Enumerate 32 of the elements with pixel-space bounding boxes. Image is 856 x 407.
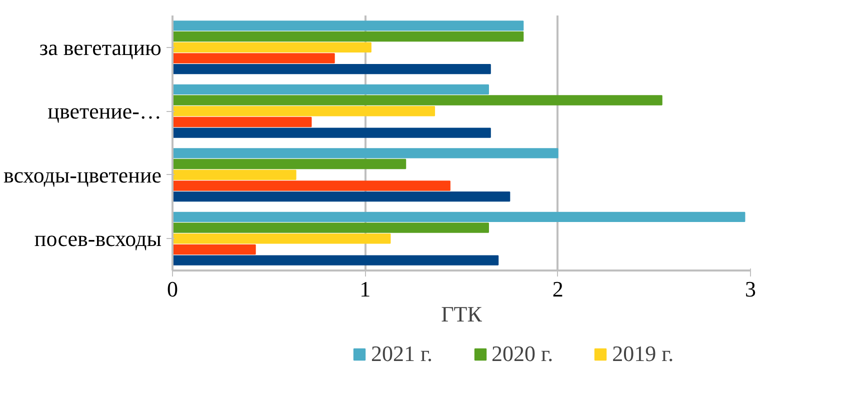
bar bbox=[172, 42, 372, 52]
y-tick-label: цветение-… bbox=[48, 98, 162, 124]
bar bbox=[172, 222, 489, 233]
legend-label: 2019 г. bbox=[612, 341, 674, 367]
bar bbox=[172, 234, 391, 244]
bar bbox=[172, 20, 524, 31]
bar bbox=[172, 128, 491, 138]
bar bbox=[172, 64, 491, 74]
legend-label: 2020 г. bbox=[492, 341, 554, 367]
bar bbox=[172, 255, 499, 266]
bar bbox=[172, 158, 406, 170]
y-tick-label: за вегетацию bbox=[39, 34, 162, 60]
legend-label: 2021 г. bbox=[371, 341, 433, 367]
y-tick-label: всходы-цветение bbox=[3, 162, 162, 188]
bar bbox=[172, 95, 662, 106]
x-tick-label: 3 bbox=[745, 276, 756, 302]
bar bbox=[172, 53, 335, 64]
bar bbox=[172, 116, 312, 128]
x-tick-label: 0 bbox=[167, 276, 178, 302]
bar bbox=[172, 148, 558, 158]
bar bbox=[172, 170, 296, 180]
x-tick-label: 1 bbox=[360, 276, 371, 302]
bar bbox=[172, 31, 524, 42]
x-tick-label: 2 bbox=[552, 276, 564, 302]
bar bbox=[172, 191, 510, 202]
x-axis-title: ГТК bbox=[441, 302, 482, 326]
bar bbox=[172, 180, 450, 191]
y-tick-label: посев-всходы bbox=[34, 226, 162, 252]
bar bbox=[172, 244, 256, 255]
bar bbox=[172, 212, 746, 222]
bar bbox=[172, 106, 436, 116]
bar bbox=[172, 84, 489, 95]
